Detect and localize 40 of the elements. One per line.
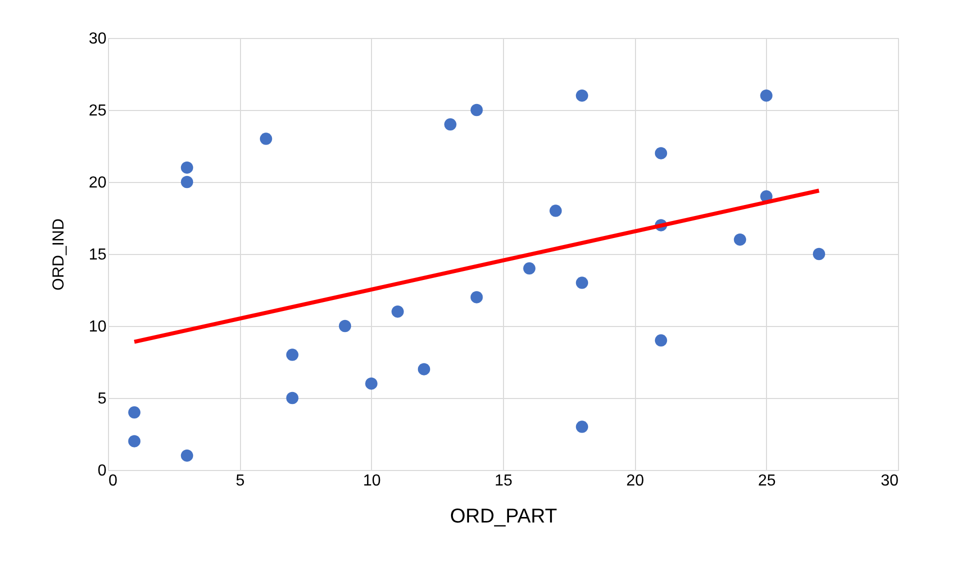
- point: [128, 406, 140, 419]
- x-tick-label: 30: [880, 472, 899, 490]
- x-tick-label: 15: [494, 472, 512, 490]
- x-axis-title: ORD_PART: [450, 506, 558, 528]
- point: [444, 118, 456, 131]
- y-axis-title: ORD_IND: [50, 218, 68, 291]
- x-tick-label: 25: [758, 472, 776, 490]
- point: [734, 233, 746, 246]
- x-tick-label: 20: [626, 472, 644, 490]
- point: [576, 420, 588, 433]
- x-tick-label: 0: [108, 472, 118, 490]
- point: [180, 161, 194, 174]
- point: [180, 176, 194, 188]
- y-tick-label: 20: [88, 174, 107, 192]
- x-tick-label: 5: [236, 472, 245, 490]
- point: [654, 147, 668, 160]
- y-tick-label: 10: [88, 318, 107, 336]
- point: [286, 392, 298, 404]
- point: [392, 305, 404, 318]
- point: [180, 449, 194, 462]
- point: [470, 291, 483, 304]
- point: [260, 132, 272, 145]
- y-tick-label: 30: [88, 30, 107, 48]
- point: [286, 348, 298, 361]
- point: [654, 334, 668, 347]
- y-tick-label: 5: [98, 390, 107, 408]
- y-tick-label: 15: [88, 246, 107, 264]
- x-tick-label: 10: [362, 472, 381, 490]
- point: [550, 204, 562, 217]
- point: [812, 248, 826, 260]
- point: [470, 104, 483, 116]
- point: [418, 363, 430, 376]
- point: [576, 276, 588, 289]
- y-tick-label: 25: [88, 102, 107, 120]
- point: [760, 89, 772, 102]
- point: [576, 89, 588, 102]
- point: [128, 435, 140, 448]
- point: [523, 262, 536, 275]
- point: [338, 320, 352, 332]
- point: [365, 377, 378, 390]
